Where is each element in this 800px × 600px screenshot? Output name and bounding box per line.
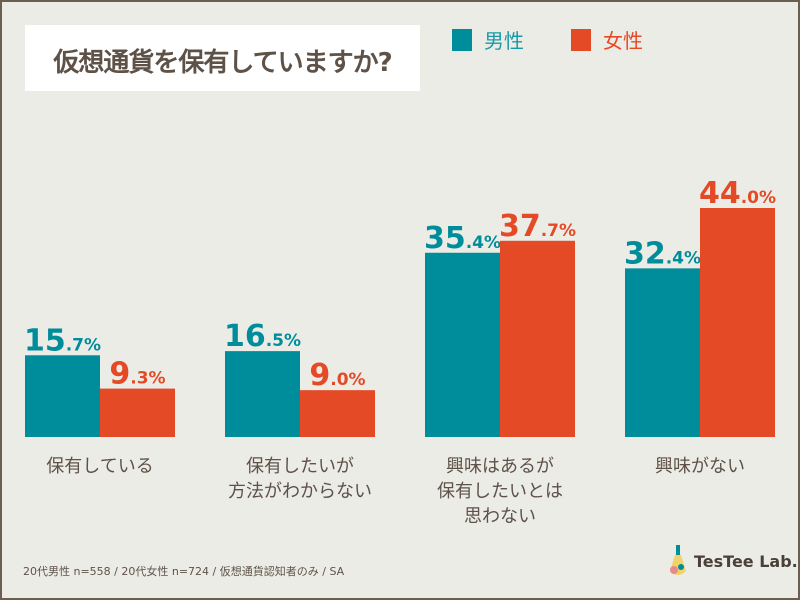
footnote: 20代男性 n=558 / 20代女性 n=724 / 仮想通貨認知者のみ / … — [23, 565, 345, 578]
bar-female — [700, 208, 775, 437]
data-label: 9.3% — [109, 357, 165, 392]
bar-male — [225, 351, 300, 437]
bar-female — [300, 390, 375, 437]
category-label: 保有している — [46, 456, 153, 477]
legend-swatch-male — [452, 28, 472, 51]
legend-swatch-female — [571, 28, 591, 51]
data-label: 37.7% — [499, 209, 576, 244]
bar-male — [425, 252, 500, 437]
category-label: 思わない — [464, 506, 536, 527]
legend-female: 女性 — [571, 25, 643, 54]
data-label: 16.5% — [224, 319, 301, 354]
logo: TesTee Lab. — [668, 545, 798, 577]
chart-title: 仮想通貨を保有していますか? — [53, 48, 392, 78]
data-label: 44.0% — [699, 176, 776, 211]
logo-text: TesTee Lab. — [694, 551, 798, 571]
category-label: 方法がわからない — [228, 481, 372, 502]
logo-bottle-icon — [670, 545, 686, 575]
legend-male: 男性 — [452, 25, 524, 54]
data-label: 15.7% — [24, 323, 101, 358]
category-label: 保有したいとは — [437, 481, 563, 502]
category-label: 興味がない — [655, 456, 745, 477]
data-label: 35.4% — [424, 221, 501, 256]
category-label: 興味はあるが — [446, 456, 554, 477]
data-label: 9.0% — [309, 358, 365, 393]
title-box: 仮想通貨を保有していますか? — [25, 25, 420, 91]
category-label: 保有したいが — [246, 456, 354, 477]
bar-female — [500, 240, 575, 437]
data-label: 32.4% — [624, 236, 701, 271]
bar-male — [625, 268, 700, 437]
bar-male — [25, 355, 100, 437]
legend-label-male: 男性 — [484, 29, 524, 53]
bar-female — [100, 388, 175, 437]
legend-label-female: 女性 — [603, 29, 643, 53]
